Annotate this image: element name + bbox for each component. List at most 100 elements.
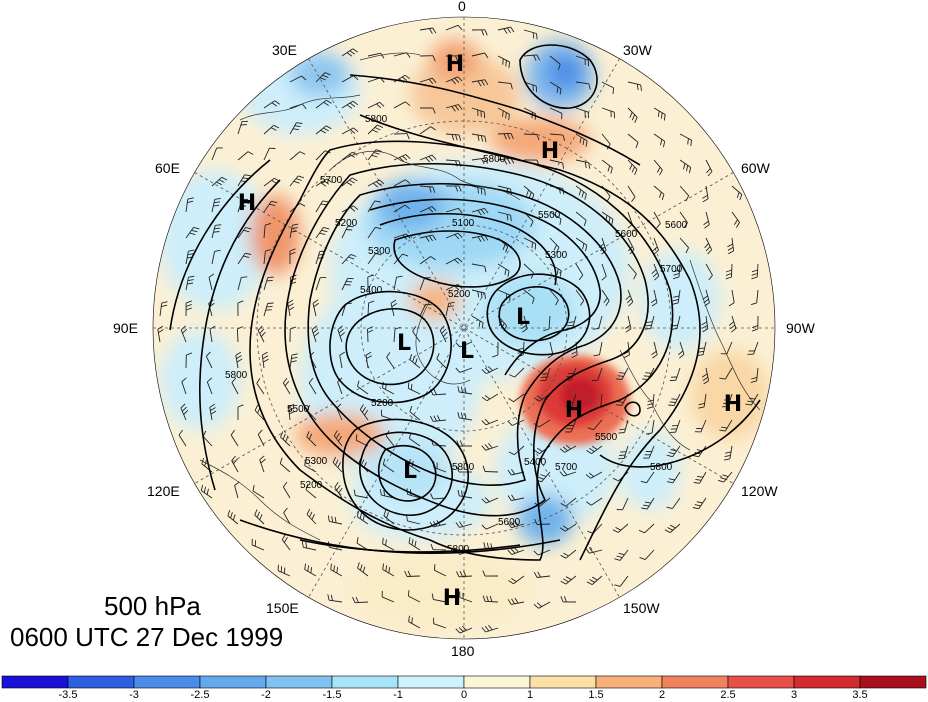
lon-label-90e: 90E [113, 320, 138, 336]
wind-barb [407, 576, 420, 577]
lon-label-120e: 120E [147, 483, 180, 499]
colorbar-swatch [464, 676, 530, 688]
wind-barb-flag [646, 325, 652, 326]
colorbar [2, 676, 926, 688]
wind-barb-flag [668, 405, 674, 406]
wind-barb-flag [671, 399, 677, 400]
contour-label: 5400 [524, 457, 547, 468]
colorbar-swatch [794, 676, 860, 688]
wind-barb-flag [593, 329, 599, 330]
wind-barb-flag [266, 310, 272, 311]
wind-barb-flag [613, 88, 614, 94]
lon-label-120w: 120W [741, 483, 778, 499]
low-center: L [516, 305, 530, 330]
wind-barb-flag [533, 33, 534, 39]
lon-label-150w: 150W [623, 600, 660, 616]
colorbar-swatch [68, 676, 134, 688]
wind-barb-flag [503, 59, 504, 65]
wind-barb-flag [569, 322, 575, 323]
contour-label: 5200 [335, 218, 358, 229]
wind-barb-flag [645, 373, 651, 374]
lon-label-180: 180 [451, 643, 474, 659]
colorbar-tick-label: -3.5 [59, 689, 78, 701]
lon-label-30w: 30W [623, 42, 652, 58]
colorbar-swatch [596, 676, 662, 688]
colorbar-swatch [662, 676, 728, 688]
wind-barb-flag [267, 306, 273, 307]
colorbar-tick-label: 2 [659, 689, 665, 701]
low-center: L [403, 459, 417, 484]
colorbar-tick-label: -2.5 [191, 689, 210, 701]
contour-label: 5600 [665, 220, 688, 231]
high-center: H [238, 191, 256, 216]
wind-barb-flag [268, 303, 274, 304]
contour-label: 5300 [545, 250, 568, 261]
lon-label-150e: 150E [266, 600, 299, 616]
colorbar-swatch [530, 676, 596, 688]
map-disk: 5800 5800 5700 5500 5600 5600 5700 5300 … [153, 17, 775, 639]
colorbar-swatch [2, 676, 68, 688]
colorbar-tick-label: -1.5 [323, 689, 342, 701]
contour-label: 5600 [615, 229, 638, 240]
contour-label: 5500 [287, 404, 310, 415]
wind-barb [368, 329, 369, 342]
wind-barb-flag [346, 230, 352, 231]
wind-barb [524, 134, 537, 135]
lon-label-60e: 60E [155, 160, 180, 176]
pressure-level-label: 500 hPa [104, 591, 201, 622]
wind-barb [237, 329, 238, 342]
colorbar-swatch [266, 676, 332, 688]
contour-label: 5100 [452, 218, 475, 229]
colorbar-tick-label: 1 [527, 689, 533, 701]
contour-label: 5800 [365, 114, 388, 125]
contour-label: 5700 [555, 462, 578, 473]
colorbar-tick-label: 3.5 [852, 689, 867, 701]
wind-barb-flag [241, 277, 247, 278]
contour-label: 5200 [448, 289, 471, 300]
contour-label: 5800 [225, 370, 248, 381]
high-center: H [724, 392, 742, 417]
wind-barb-flag [537, 34, 538, 40]
contour-label: 5500 [538, 210, 561, 221]
wind-barb-flag [535, 114, 536, 120]
contour-label: 5500 [595, 432, 618, 443]
wind-barb-flag [647, 322, 653, 323]
lon-label-0: 0 [458, 0, 466, 14]
contour-label: 5800 [650, 462, 673, 473]
lon-label-30e: 30E [272, 42, 297, 58]
high-center: H [446, 52, 464, 77]
wind-barb [537, 524, 550, 525]
wind-barb-flag [268, 277, 274, 278]
colorbar-swatch [728, 676, 794, 688]
wind-barb-flag [644, 376, 650, 377]
colorbar-tick-label: 1.5 [588, 689, 603, 701]
wind-barb-flag [619, 433, 625, 434]
wind-barb-flag [356, 434, 357, 440]
contour-label: 5300 [305, 456, 328, 467]
colorbar-tick-label: -1 [393, 689, 403, 701]
contour-label: 5200 [371, 398, 394, 409]
wind-barb-flag [535, 244, 536, 250]
colorbar-tick-label: -2 [261, 689, 271, 701]
colorbar-swatch [860, 676, 926, 688]
valid-time-label: 0600 UTC 27 Dec 1999 [10, 622, 283, 653]
wind-barb-flag [346, 281, 352, 282]
contour-label: 5200 [300, 480, 323, 491]
contour-label: 5600 [498, 517, 521, 528]
wind-barb-flag [267, 280, 273, 281]
wind-barb-flag [645, 329, 651, 330]
wind-barb-flag [411, 384, 412, 390]
contour-label: 5800 [483, 154, 506, 165]
colorbar-swatch [200, 676, 266, 688]
wind-barb-flag [434, 564, 435, 570]
colorbar-tick-label: 2.5 [720, 689, 735, 701]
wind-barb-flag [532, 242, 533, 248]
contour-label: 5800 [452, 462, 475, 473]
wind-barb-flag [568, 325, 574, 326]
wind-barb-flag [506, 60, 507, 66]
low-center: L [460, 339, 474, 364]
colorbar-tick-label: -3 [129, 689, 139, 701]
colorbar-swatch [134, 676, 200, 688]
colorbar-swatch [398, 676, 464, 688]
contour-label: 5700 [320, 175, 343, 186]
